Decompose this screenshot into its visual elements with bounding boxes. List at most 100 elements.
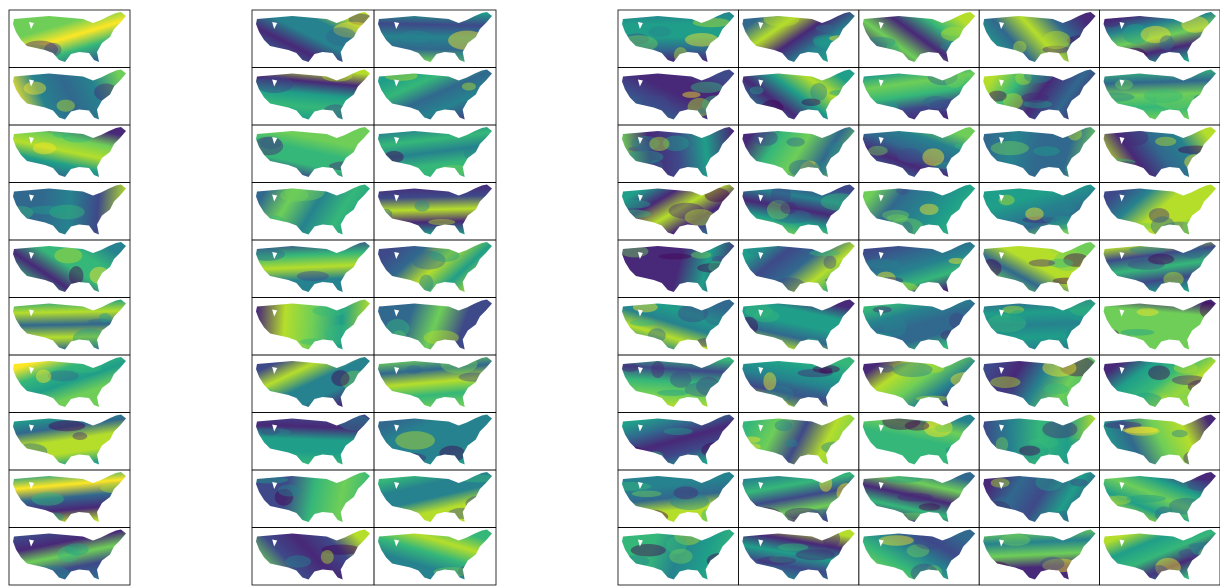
map-patch (879, 49, 897, 62)
map-patch (1120, 329, 1155, 336)
map-patch (324, 324, 360, 345)
map-patch (668, 202, 705, 219)
map-patch (64, 543, 89, 556)
map-patch (73, 363, 102, 373)
map-shape (378, 12, 492, 62)
map-patch (1105, 161, 1144, 173)
map-patch (701, 508, 717, 522)
map-patch (919, 203, 939, 215)
map-panel (251, 182, 375, 241)
map-patch (743, 436, 761, 443)
map-patch (872, 306, 892, 314)
lake-notch (394, 482, 400, 489)
map-patch (622, 555, 650, 568)
map-panel (858, 297, 980, 356)
map-patch (28, 205, 68, 215)
map-texture (988, 69, 1053, 110)
map-shape (13, 357, 126, 407)
map-patch (934, 424, 953, 433)
map-patch (753, 129, 778, 146)
map-patch (448, 507, 479, 519)
map-panel (8, 67, 131, 126)
map-patch (990, 141, 1029, 156)
map-panel (8, 182, 131, 241)
map-panel (251, 9, 375, 68)
map-shape (378, 69, 492, 120)
map-patch (56, 99, 75, 112)
lake-notch (637, 309, 643, 317)
map-patch (1002, 93, 1023, 110)
map-patch (641, 95, 670, 115)
map-patch (881, 101, 900, 120)
map-patch (1199, 301, 1216, 319)
map-patch (1025, 207, 1044, 221)
map-patch (827, 279, 855, 292)
map-panel (617, 527, 739, 586)
map-patch (824, 277, 855, 284)
map-patch (338, 414, 370, 431)
map-panel (8, 354, 131, 413)
map-shape (862, 12, 976, 62)
map-patch (697, 108, 710, 115)
map-shape (622, 299, 735, 350)
map-patch (692, 17, 731, 28)
map-patch (628, 145, 661, 153)
map-patch (897, 148, 922, 163)
map-shape (13, 12, 126, 62)
map-patch (1200, 103, 1215, 110)
map-patch (379, 208, 393, 220)
map-panel (738, 469, 860, 528)
map-patch (1140, 25, 1171, 44)
map-panel (858, 354, 980, 413)
map-texture (285, 544, 361, 568)
map-patch (708, 261, 726, 273)
map-panel (978, 67, 1101, 126)
lake-notch (999, 252, 1005, 259)
map-patch (886, 214, 908, 223)
lake-notch (1119, 22, 1125, 29)
lake-notch (758, 424, 764, 432)
map-patch (465, 495, 492, 512)
map-patch (769, 555, 793, 563)
map-patch (630, 543, 666, 557)
map-patch (809, 249, 841, 257)
map-shape (1103, 12, 1216, 62)
lake-notch (999, 482, 1005, 489)
map-patch (429, 248, 460, 262)
lake-notch (272, 79, 278, 87)
lake-notch (1119, 79, 1125, 87)
map-patch (820, 193, 855, 211)
map-patch (988, 392, 1006, 403)
map-patch (1104, 421, 1142, 429)
lake-notch (1119, 252, 1125, 259)
map-patch (954, 142, 976, 150)
map-panel (1099, 354, 1220, 413)
map-patch (983, 259, 1002, 278)
map-patch (629, 509, 669, 522)
map-patch (701, 441, 735, 459)
map-patch (988, 90, 1007, 102)
map-patch (419, 274, 434, 292)
map-shape (622, 242, 735, 292)
map-shape (256, 357, 370, 407)
map-panel (373, 297, 497, 356)
map-patch (813, 161, 828, 176)
map-patch (15, 443, 48, 460)
map-patch (1103, 92, 1135, 102)
map-patch (1060, 202, 1076, 213)
map-patch (895, 512, 930, 521)
map-panel (738, 239, 860, 298)
map-patch (45, 512, 64, 522)
map-patch (1125, 426, 1160, 436)
lake-notch (272, 482, 278, 489)
map-shape (862, 414, 976, 465)
map-patch (682, 91, 701, 98)
map-patch (882, 209, 910, 221)
map-patch (657, 389, 689, 396)
map-patch (991, 386, 1013, 401)
map-patch (649, 136, 670, 152)
map-panel (858, 239, 980, 298)
map-patch (625, 150, 664, 164)
map-patch (428, 219, 456, 226)
map-texture (411, 248, 460, 292)
